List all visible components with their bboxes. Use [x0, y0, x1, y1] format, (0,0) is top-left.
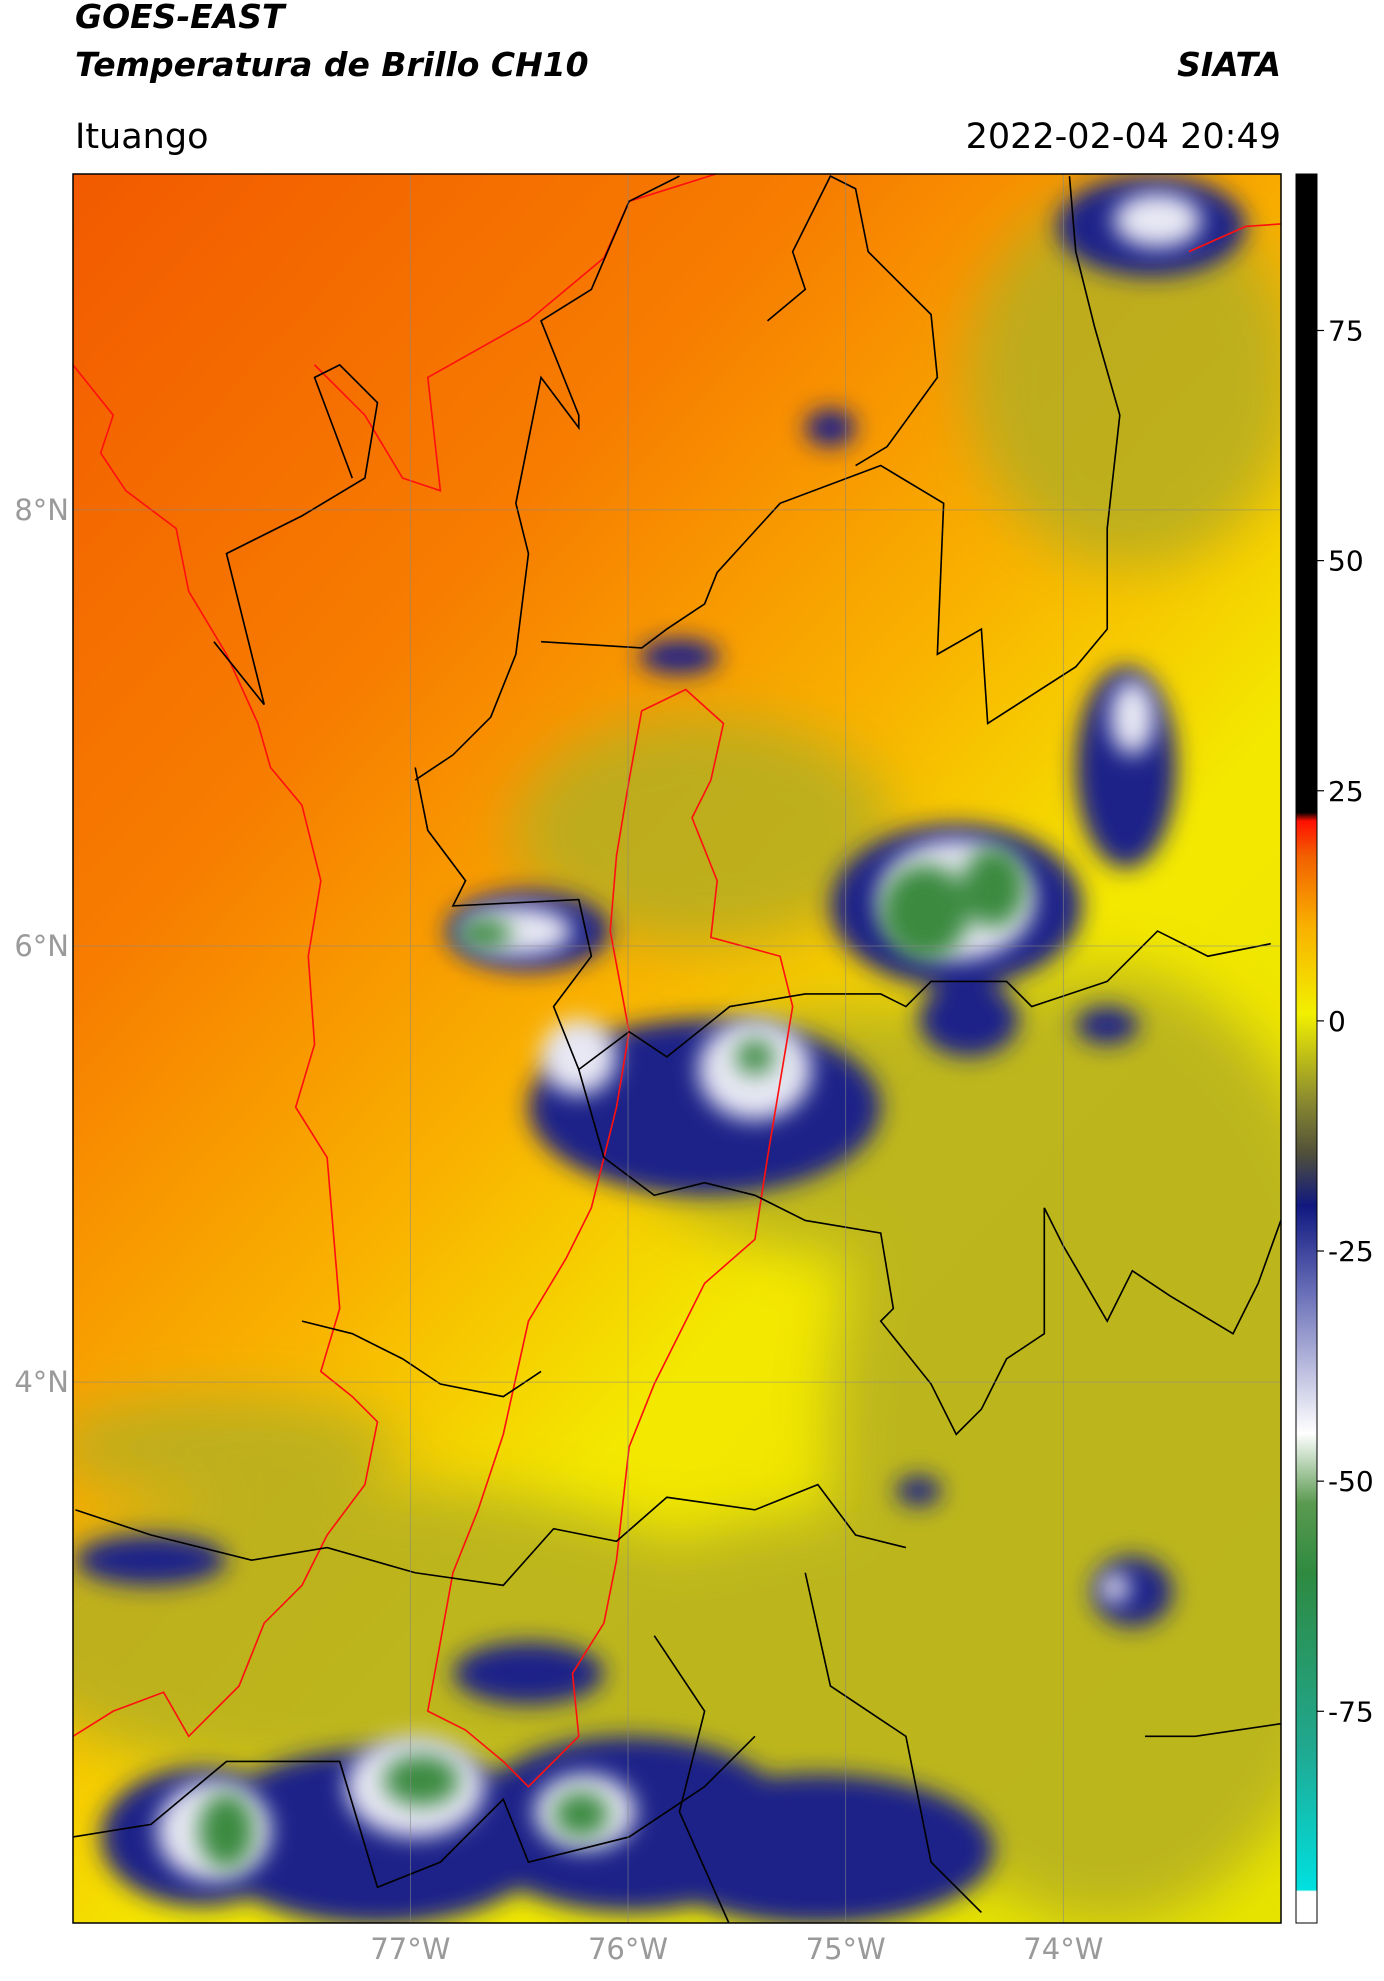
lat-label: 6°N: [14, 929, 69, 963]
lon-label: 77°W: [370, 1932, 450, 1966]
colorbar-tick-label: 50: [1328, 545, 1364, 578]
colorbar-tick-label: -50: [1328, 1465, 1374, 1498]
location: Ituango: [75, 117, 209, 157]
colorbar-tick-label: 0: [1328, 1005, 1346, 1038]
colorbar-tick-label: -75: [1328, 1695, 1374, 1728]
datetime: 2022-02-04 20:49: [966, 117, 1281, 157]
colorbar-tick-label: 25: [1328, 775, 1364, 808]
lon-label: 74°W: [1023, 1932, 1103, 1966]
colorbar-tick-label: -25: [1328, 1235, 1374, 1268]
lon-label: 76°W: [588, 1932, 668, 1966]
lat-label: 8°N: [14, 493, 69, 527]
organization: SIATA: [1177, 45, 1281, 84]
map-frame: [72, 173, 1282, 1924]
title: GOES-EAST: [75, 0, 287, 36]
colorbar-tick-label: 75: [1328, 314, 1364, 347]
satellite-image: [73, 174, 1281, 1923]
graticule: [73, 174, 1281, 1923]
lat-label: 4°N: [14, 1365, 69, 1399]
colorbar: [1295, 173, 1318, 1924]
subtitle: Temperatura de Brillo CH10: [75, 45, 589, 84]
lon-label: 75°W: [806, 1932, 886, 1966]
